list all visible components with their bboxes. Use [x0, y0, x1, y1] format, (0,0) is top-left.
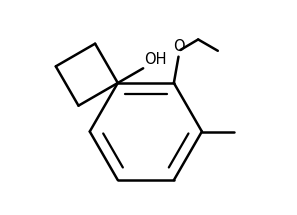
Text: O: O [173, 39, 184, 54]
Text: OH: OH [145, 52, 167, 67]
